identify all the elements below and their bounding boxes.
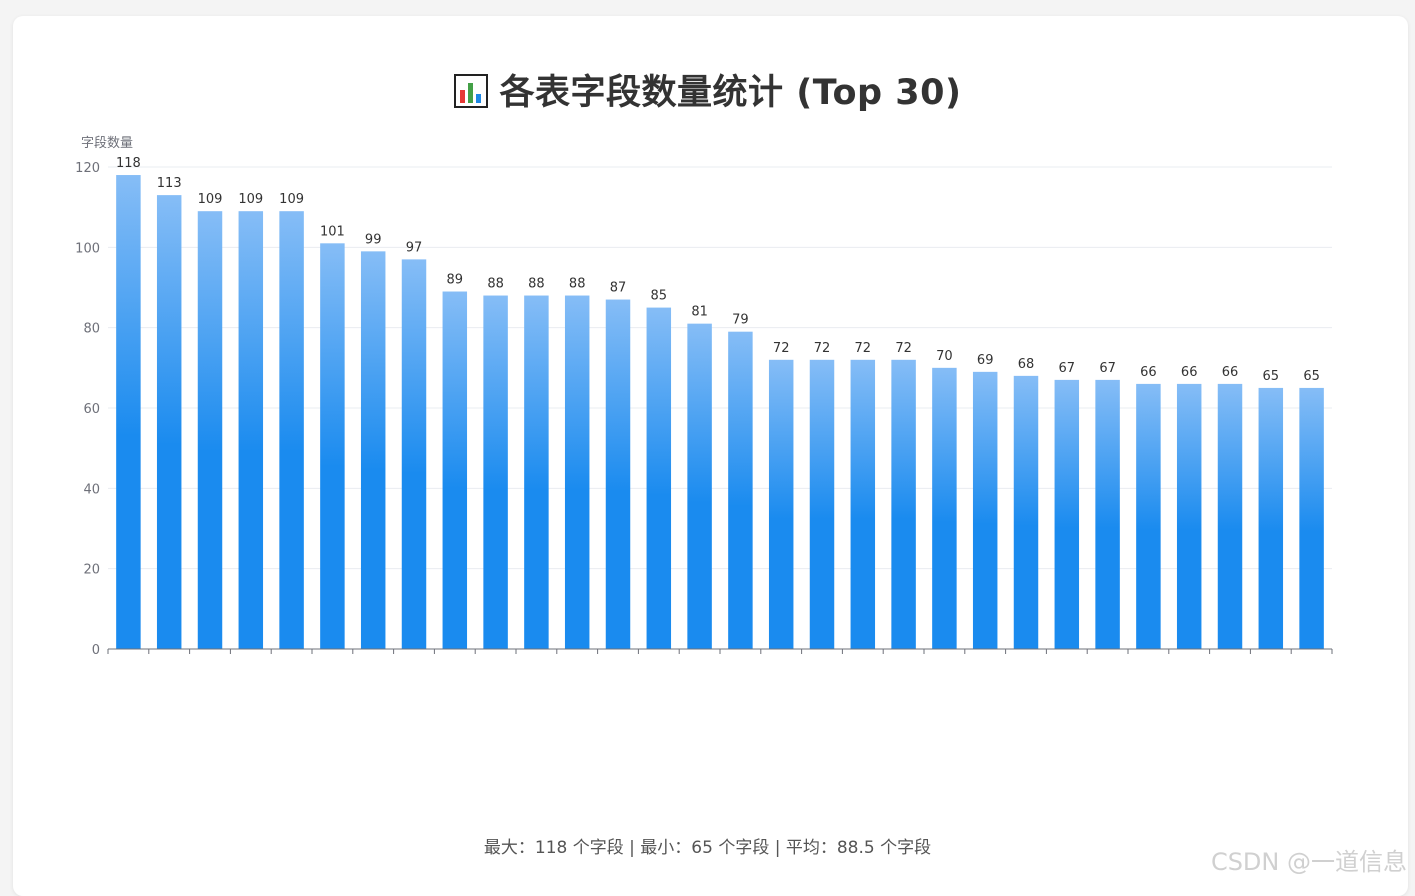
- bar[interactable]: [1136, 383, 1161, 649]
- bar[interactable]: [1095, 379, 1120, 649]
- bar[interactable]: [1054, 379, 1080, 649]
- bar[interactable]: [1258, 387, 1284, 649]
- bar-value-label: 89: [447, 273, 464, 288]
- y-tick-label: 60: [83, 402, 100, 417]
- bar[interactable]: [605, 299, 631, 649]
- bar-value-label: 66: [1222, 365, 1239, 380]
- bar-value-label: 70: [936, 349, 953, 364]
- y-tick-label: 100: [75, 241, 100, 256]
- bar-value-label: 72: [814, 341, 831, 356]
- y-axis-title: 字段数量: [81, 136, 133, 151]
- bar[interactable]: [768, 359, 794, 649]
- bar[interactable]: [1299, 387, 1324, 649]
- bar-value-label: 109: [238, 192, 263, 207]
- axes: 0 20 40 60 80 100 120: [75, 161, 1333, 658]
- bar[interactable]: [401, 259, 427, 649]
- bar[interactable]: [116, 175, 141, 650]
- bar-value-label: 87: [610, 281, 627, 296]
- bar[interactable]: [891, 359, 916, 649]
- y-tick-label: 80: [83, 322, 100, 337]
- bar-value-label: 66: [1140, 365, 1157, 380]
- bar-value-label: 65: [1263, 369, 1280, 384]
- y-tick-label: 40: [83, 482, 100, 497]
- summary-stats: 最大：118 个字段 | 最小：65 个字段 | 平均：88.5 个字段: [483, 838, 932, 858]
- bar-value-label: 118: [116, 156, 141, 171]
- bar[interactable]: [1176, 383, 1202, 649]
- bar-value-label: 88: [487, 277, 504, 292]
- chart-title-text: 各表字段数量统计 (Top 30): [499, 73, 962, 113]
- bar[interactable]: [442, 291, 468, 649]
- y-tick-label: 0: [92, 643, 100, 658]
- bar-value-label: 67: [1099, 361, 1116, 376]
- bar-value-label: 65: [1303, 369, 1320, 384]
- bar[interactable]: [156, 195, 182, 649]
- y-tick-label: 20: [83, 563, 100, 578]
- bar-value-label: 88: [569, 277, 586, 292]
- bar-value-label: 101: [320, 224, 345, 239]
- chart-title: 各表字段数量统计 (Top 30): [0, 64, 1415, 115]
- bar[interactable]: [564, 295, 590, 649]
- bar-value-label: 66: [1181, 365, 1198, 380]
- bar-value-label: 69: [977, 353, 994, 368]
- bar[interactable]: [646, 307, 672, 649]
- bar-value-label: 79: [732, 313, 749, 328]
- bar[interactable]: [809, 359, 835, 649]
- bar-value-label: 97: [406, 240, 423, 255]
- bar-value-label: 72: [895, 341, 912, 356]
- bar-value-label: 68: [1018, 357, 1035, 372]
- bar[interactable]: [360, 251, 386, 649]
- grid-lines: [108, 166, 1332, 570]
- bar[interactable]: [279, 211, 304, 649]
- bar-value-label: 109: [198, 192, 223, 207]
- bar-value-label: 113: [157, 176, 182, 191]
- bar-value-label: 67: [1059, 361, 1076, 376]
- bar-value-label: 99: [365, 232, 382, 247]
- bar[interactable]: [483, 295, 508, 649]
- bar[interactable]: [238, 211, 264, 649]
- watermark: CSDN @一道信息: [1210, 848, 1407, 876]
- bar[interactable]: [850, 359, 876, 649]
- value-labels: 118 113 109 109 109 101 99 97 89 88 88 88 87 85 81 79 72…: [116, 156, 1320, 384]
- y-tick-label: 120: [75, 161, 100, 176]
- bar[interactable]: [1217, 383, 1243, 649]
- bar-value-label: 85: [651, 289, 668, 304]
- bar[interactable]: [524, 295, 549, 649]
- bar[interactable]: [320, 243, 345, 650]
- bars: [116, 175, 1324, 650]
- bar-value-label: 72: [855, 341, 872, 356]
- bar-value-label: 72: [773, 341, 790, 356]
- bar-value-label: 81: [691, 305, 708, 320]
- bar[interactable]: [728, 331, 753, 649]
- bar[interactable]: [932, 367, 957, 649]
- bar-chart-icon: [453, 74, 488, 108]
- bar-value-label: 109: [279, 192, 304, 207]
- bar[interactable]: [197, 211, 223, 649]
- bar[interactable]: [1013, 375, 1039, 649]
- bar[interactable]: [972, 371, 998, 649]
- bar[interactable]: [687, 323, 712, 649]
- bar-value-label: 88: [528, 277, 545, 292]
